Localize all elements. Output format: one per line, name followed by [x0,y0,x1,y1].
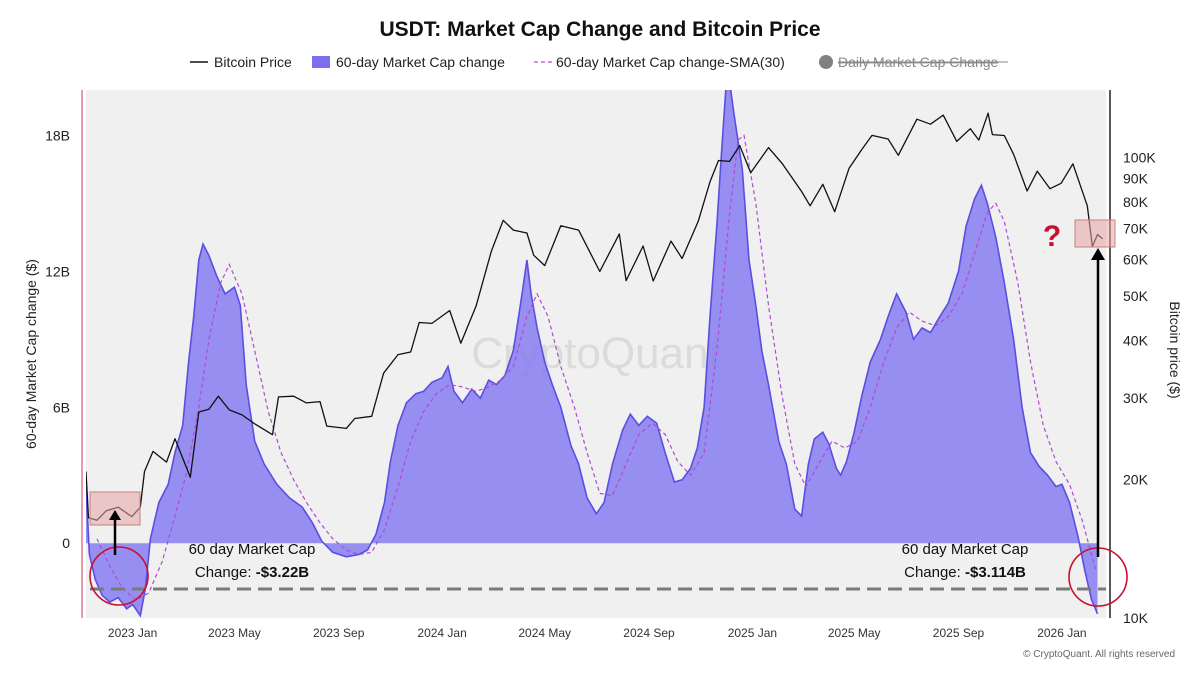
right-tick-label: 40K [1123,333,1149,349]
right-tick-label: 60K [1123,252,1149,268]
legend-label-bitcoin-price[interactable]: Bitcoin Price [214,54,292,70]
right-tick-label: 30K [1123,390,1149,406]
sma-line [96,134,1097,601]
left-tick-label: 12B [45,263,70,279]
annotation-right-value: -$3.114B [965,564,1026,581]
x-tick-label: 2024 May [518,626,571,640]
legend-label-sma[interactable]: 60-day Market Cap change-SMA(30) [556,54,785,70]
x-tick-label: 2024 Sep [623,626,675,640]
annotation-left-line2: Change: -$3.22B [195,564,309,581]
legend-swatch-market-cap-change [312,56,330,68]
x-axis-ticks: 2023 Jan 2023 May 2023 Sep 2024 Jan 2024 May… [108,626,1087,640]
right-axis-label: Bitcoin price ($) [1167,301,1183,398]
x-tick-label: 2025 May [828,626,881,640]
x-tick-label: 2023 Sep [313,626,365,640]
legend[interactable]: Bitcoin Price 60-day Market Cap change 6… [190,54,1008,70]
bitcoin-price-line-layer [86,112,1104,521]
right-tick-label: 90K [1123,170,1149,186]
legend-swatch-daily-change [819,55,833,69]
x-tick-label: 2025 Jan [728,626,777,640]
right-tick-label: 50K [1123,288,1149,304]
arrow-right [1091,248,1105,557]
right-tick-label: 70K [1123,221,1149,237]
chart-title: USDT: Market Cap Change and Bitcoin Pric… [379,18,820,41]
market-cap-change-area [86,90,1098,616]
circle-marker-left [89,546,149,606]
annotation-right-line2: Change: -$3.114B [904,564,1026,581]
annotation-right: 60 day Market Cap Change: -$3.114B [902,541,1029,581]
annotation-left-line1: 60 day Market Cap [189,541,316,558]
annotation-left: 60 day Market Cap Change: -$3.22B [189,541,316,581]
x-tick-label: 2023 May [208,626,261,640]
market-cap-change-line [86,90,1099,618]
copyright-text: © CryptoQuant. All rights reserved [1023,649,1175,660]
x-tick-label: 2026 Jan [1037,626,1086,640]
bitcoin-price-line [86,112,1104,521]
legend-label-market-cap-change[interactable]: 60-day Market Cap change [336,54,505,70]
annotation-right-line1: 60 day Market Cap [902,541,1029,558]
right-tick-label: 100K [1123,149,1156,165]
right-axis-ticks: 100K 90K 80K 70K 60K 50K 40K 30K 20K 10K [1123,149,1156,626]
left-tick-label: 0 [62,535,70,551]
market-cap-change-area-layer [86,90,1099,618]
left-tick-label: 6B [53,399,70,415]
left-tick-label: 18B [45,127,70,143]
annotation-right-prefix: Change: [904,564,965,581]
x-tick-label: 2024 Jan [417,626,466,640]
left-axis-ticks: 18B 12B 6B 0 [45,127,70,551]
annotation-left-value: -$3.22B [256,564,310,581]
right-tick-label: 20K [1123,471,1149,487]
x-tick-label: 2023 Jan [108,626,157,640]
sma-line-layer [96,134,1097,601]
right-tick-label: 80K [1123,194,1149,210]
annotation-left-prefix: Change: [195,564,256,581]
highlight-box-right [1074,219,1116,248]
right-tick-label: 10K [1123,610,1149,626]
arrow-left [109,510,121,555]
question-mark-annotation: ? [1043,220,1061,253]
left-axis-label: 60-day Market Cap change ($) [23,259,39,449]
x-tick-label: 2025 Sep [933,626,985,640]
